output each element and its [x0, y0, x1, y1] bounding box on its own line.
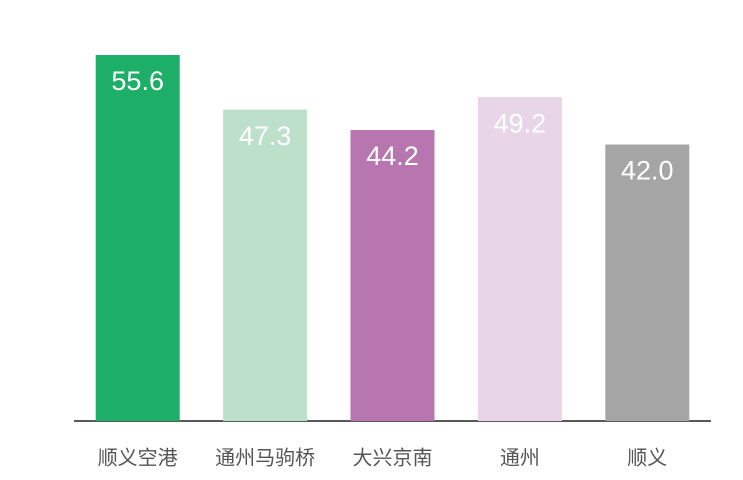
bar — [223, 109, 308, 421]
value-label: 55.6 — [111, 66, 164, 96]
x-tick-label: 顺义 — [627, 446, 667, 469]
bar — [605, 144, 690, 421]
bar — [477, 97, 562, 422]
x-tick-label: 通州 — [500, 446, 540, 469]
x-tick-label: 顺义空港 — [98, 446, 178, 469]
x-tick-label: 通州马驹桥 — [215, 446, 315, 469]
value-label: 44.2 — [366, 141, 419, 171]
value-label: 49.2 — [494, 108, 547, 138]
value-label: 42.0 — [621, 156, 674, 186]
x-tick-label: 大兴京南 — [353, 446, 433, 469]
bar — [350, 130, 435, 422]
bar — [95, 55, 180, 421]
value-label: 47.3 — [239, 121, 292, 151]
